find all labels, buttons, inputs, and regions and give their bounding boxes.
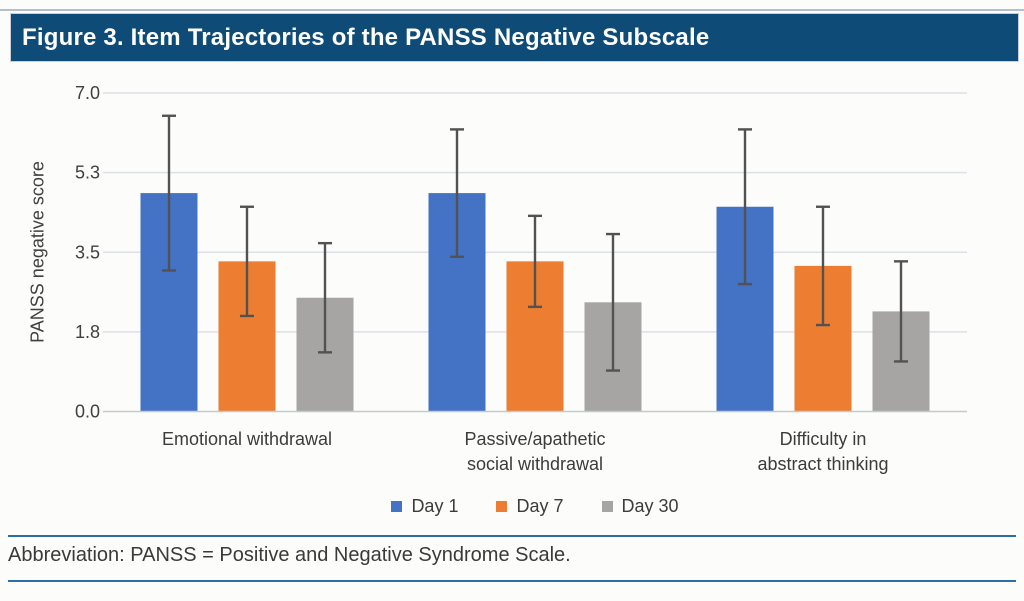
legend-label-day7: Day 7 [516,496,564,516]
legend-item-day7: Day 7 [496,496,564,517]
y-tick-label: 1.8 [75,322,100,342]
footnote-bottom-rule [8,580,1016,582]
abbreviation-footnote: Abbreviation: PANSS = Positive and Negat… [8,544,571,566]
footnote-top-rule [8,535,1016,537]
category-label-emotional-withdrawal: Emotional withdrawal [161,429,333,449]
y-tick-label: 3.5 [75,242,100,262]
category-label-passive-apathetic-social-withdrawal: Passive/apathetic social withdrawal [464,429,606,474]
legend-swatch-day30-icon [601,501,613,512]
grouped-bar-chart: 7.0 5.3 3.5 1.8 0.0 [75,83,967,422]
chart-legend: Day 1 Day 7 Day 30 [103,496,967,517]
legend-item-day1: Day 1 [391,496,458,517]
legend-swatch-day1-icon [391,501,403,512]
legend-swatch-day7-icon [496,501,508,512]
category-label-difficulty-abstract-thinking: Difficulty in abstract thinking [757,429,889,474]
legend-label-day30: Day 30 [621,496,679,516]
figure-title: Figure 3. Item Trajectories of the PANSS… [22,23,710,51]
y-tick-label: 7.0 [75,83,100,103]
y-tick-label: 5.3 [75,163,100,183]
legend-item-day30: Day 30 [601,496,679,517]
legend-label-day1: Day 1 [411,496,459,516]
y-tick-label: 0.0 [75,402,100,422]
figure-title-bar: Figure 3. Item Trajectories of the PANSS… [10,13,1019,62]
top-divider-rule [0,9,1024,11]
y-axis-title: PANSS negative score [27,161,48,343]
